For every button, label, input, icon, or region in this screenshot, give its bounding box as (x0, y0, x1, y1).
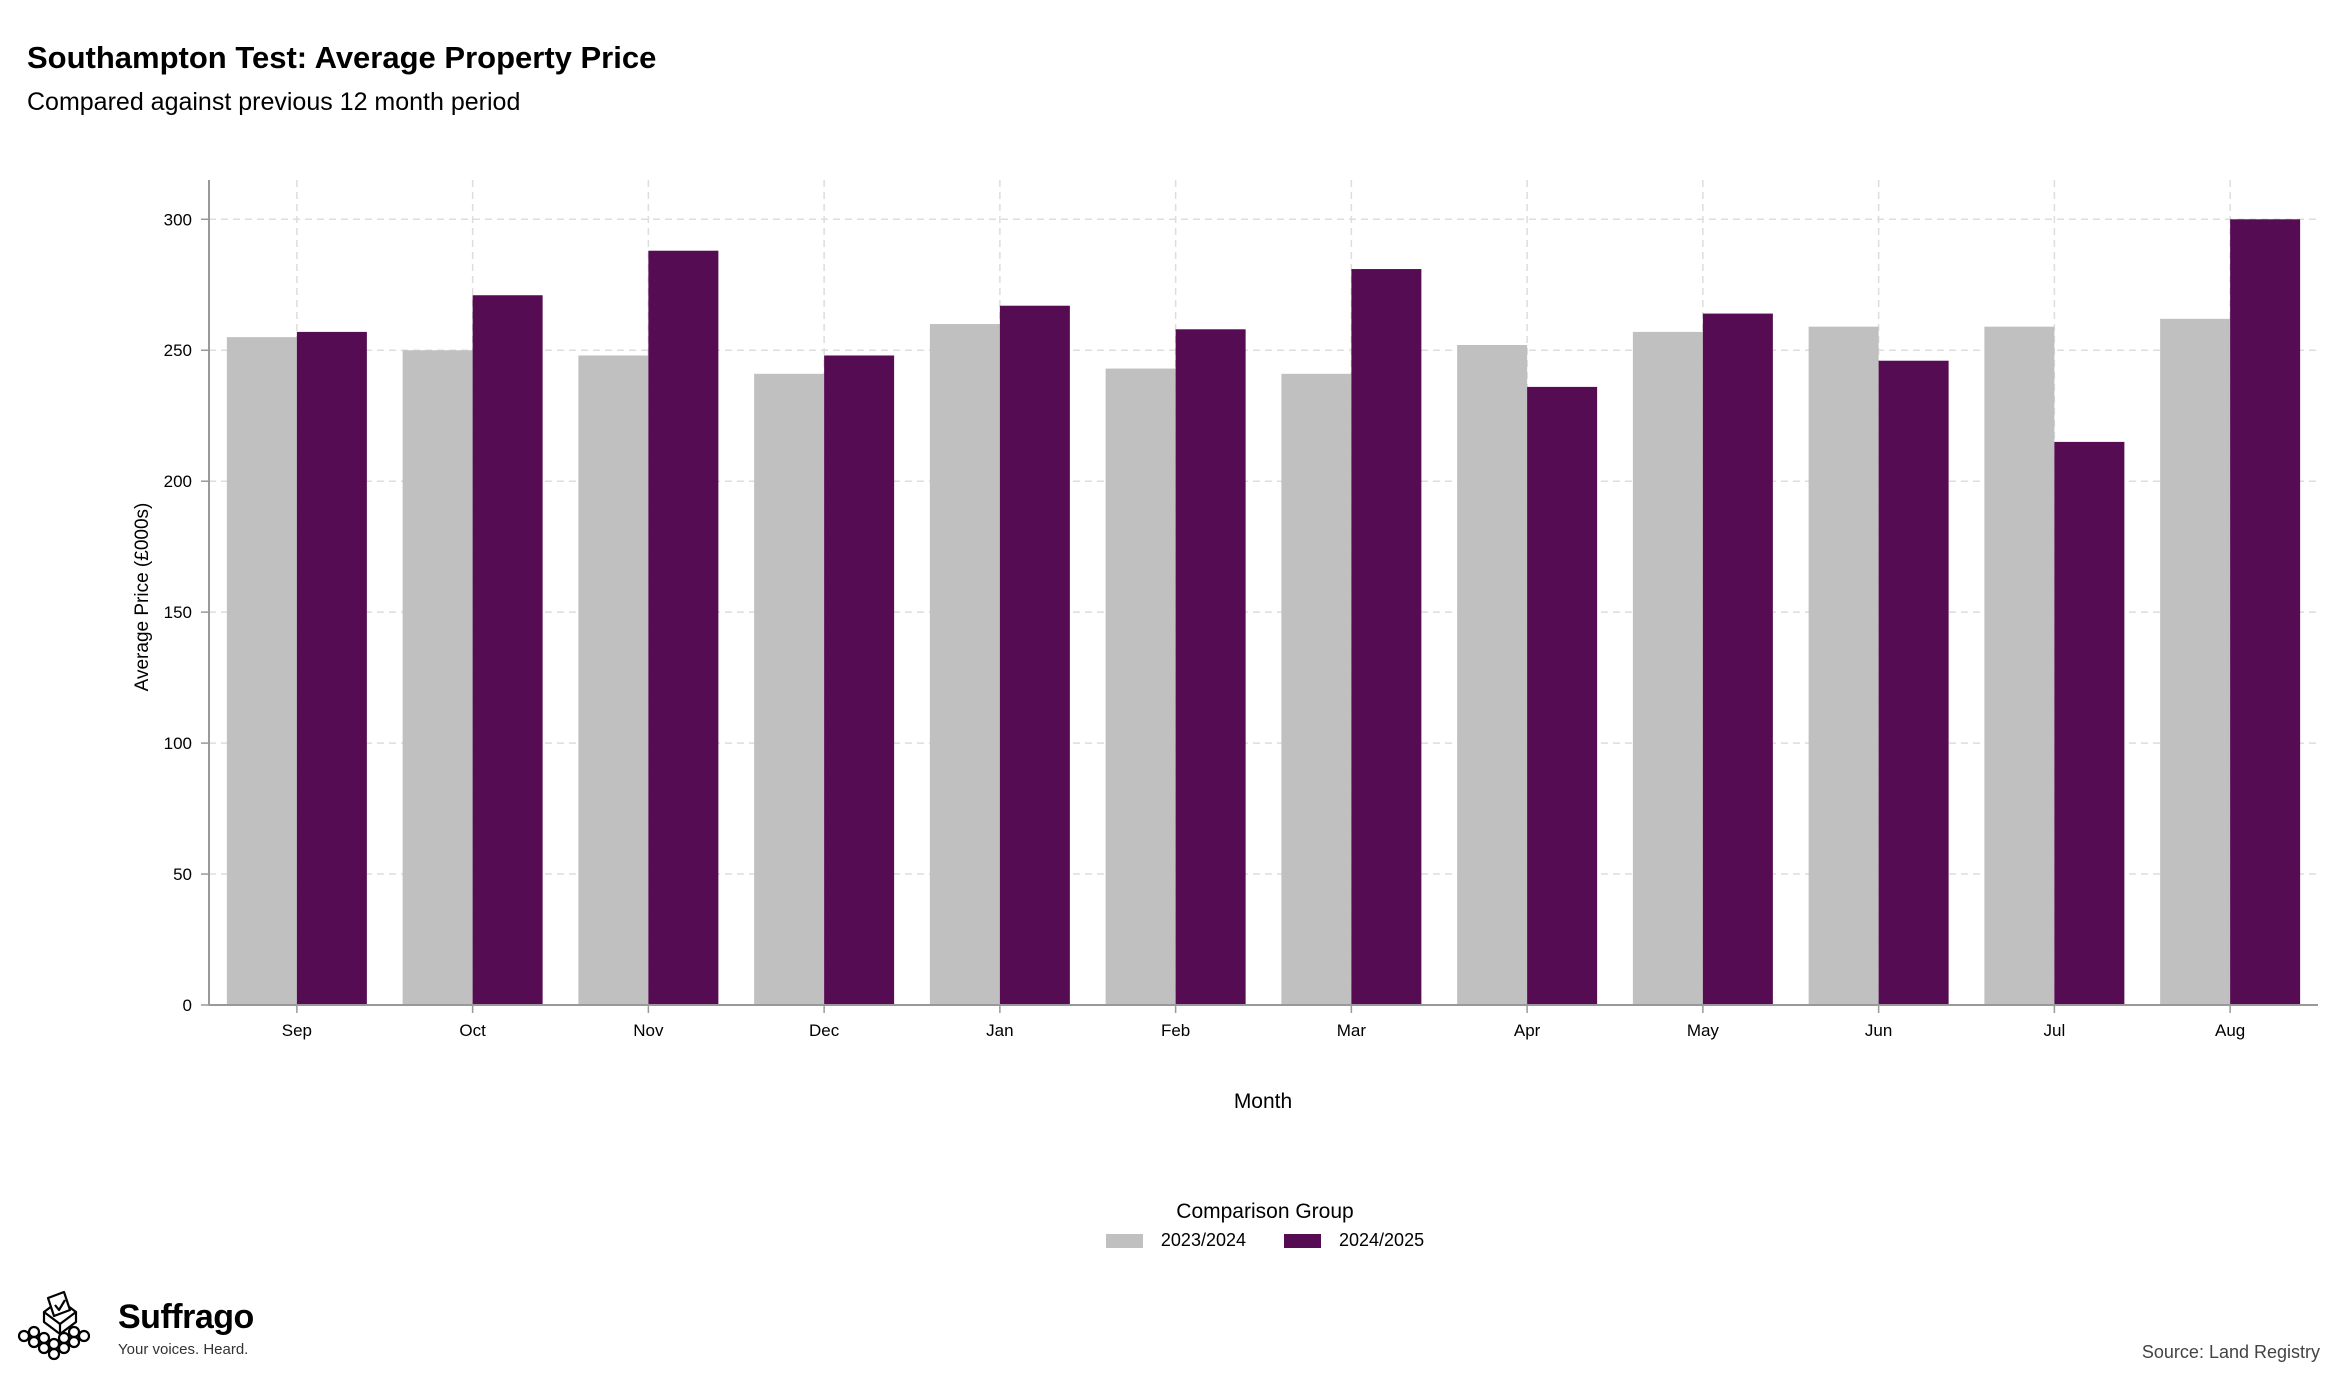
bar-previous-dec (754, 373, 825, 1005)
x-tick-label: Oct (459, 1021, 486, 1040)
bar-current-nov (648, 250, 719, 1005)
chart-title: Southampton Test: Average Property Price (27, 40, 657, 75)
y-tick-label: 150 (164, 603, 192, 622)
y-tick-label: 300 (164, 210, 192, 229)
y-tick-label: 100 (164, 734, 192, 753)
bar-previous-aug (2160, 318, 2231, 1005)
brand-tagline: Your voices. Heard. (118, 1341, 249, 1358)
x-tick-label: Nov (633, 1021, 664, 1040)
bar-previous-may (1632, 331, 1703, 1005)
x-tick-label: Jan (986, 1021, 1013, 1040)
source-note: Source: Land Registry (2141, 1342, 2320, 1362)
y-axis-label: Average Price (£000s) (132, 503, 153, 692)
bar-current-dec (824, 355, 895, 1005)
legend-swatch-previous (1105, 1233, 1143, 1248)
x-tick-label: Jul (2044, 1021, 2066, 1040)
y-tick-label: 50 (173, 865, 192, 884)
legend-item-previous: 2023/2024 (1105, 1230, 1246, 1251)
bar-current-feb (1175, 329, 1246, 1005)
brand-name: Suffrago (118, 1298, 254, 1336)
bar-previous-jul (1984, 326, 2055, 1006)
x-tick-label: Mar (1337, 1021, 1367, 1040)
bar-previous-jan (929, 324, 1000, 1005)
x-tick-label: May (1687, 1021, 1720, 1040)
bar-current-aug (2230, 219, 2301, 1006)
legend-items: 2023/2024 2024/2025 (1105, 1230, 1424, 1251)
bar-current-mar (1351, 269, 1422, 1005)
x-tick-label: Feb (1161, 1021, 1190, 1040)
y-tick-label: 0 (183, 996, 192, 1015)
bar-current-jan (999, 305, 1070, 1005)
bar-previous-jun (1808, 326, 1879, 1006)
legend-label-previous: 2023/2024 (1160, 1230, 1246, 1250)
x-tick-label: Jun (1865, 1021, 1892, 1040)
bar-current-jul (2054, 441, 2125, 1005)
bar-current-sep (296, 331, 367, 1005)
axes: 0 50 100 150 200 250 300 Sep Oct Nov Dec Jan Feb Mar A… (164, 180, 2318, 1040)
x-axis-label: Month (1234, 1090, 1292, 1113)
bar-previous-mar (1281, 373, 1352, 1005)
legend-title: Comparison Group (1176, 1200, 1354, 1223)
chart-subtitle: Compared against previous 12 month perio… (27, 88, 521, 116)
bar-current-may (1702, 313, 1773, 1006)
bar-previous-oct (402, 350, 473, 1005)
legend-swatch-current (1284, 1233, 1321, 1248)
x-tick-label: Dec (809, 1021, 840, 1040)
x-tick-label: Sep (282, 1021, 312, 1040)
x-tick-label: Apr (1514, 1021, 1541, 1040)
brand-logo: Suffrago Your voices. Heard. (14, 1290, 254, 1376)
bars (226, 219, 2301, 1006)
y-tick-label: 250 (164, 341, 192, 360)
bar-current-jun (1878, 360, 1949, 1005)
y-tick-label: 200 (164, 472, 192, 491)
bar-previous-sep (226, 337, 297, 1006)
ballot-box-icon (17, 1290, 91, 1361)
bar-previous-feb (1105, 368, 1176, 1006)
x-tick-label: Aug (2215, 1021, 2245, 1040)
bar-previous-nov (578, 355, 649, 1005)
legend-label-current: 2024/2025 (1339, 1230, 1425, 1250)
brand-text: Suffrago Your voices. Heard. (118, 1290, 254, 1358)
bar-previous-apr (1457, 345, 1528, 1005)
bar-current-apr (1527, 386, 1598, 1005)
legend: Comparison Group 2023/2024 2024/2025 (0, 1200, 2334, 1253)
legend-item-current: 2024/2025 (1284, 1230, 1424, 1251)
bar-current-oct (472, 295, 543, 1005)
